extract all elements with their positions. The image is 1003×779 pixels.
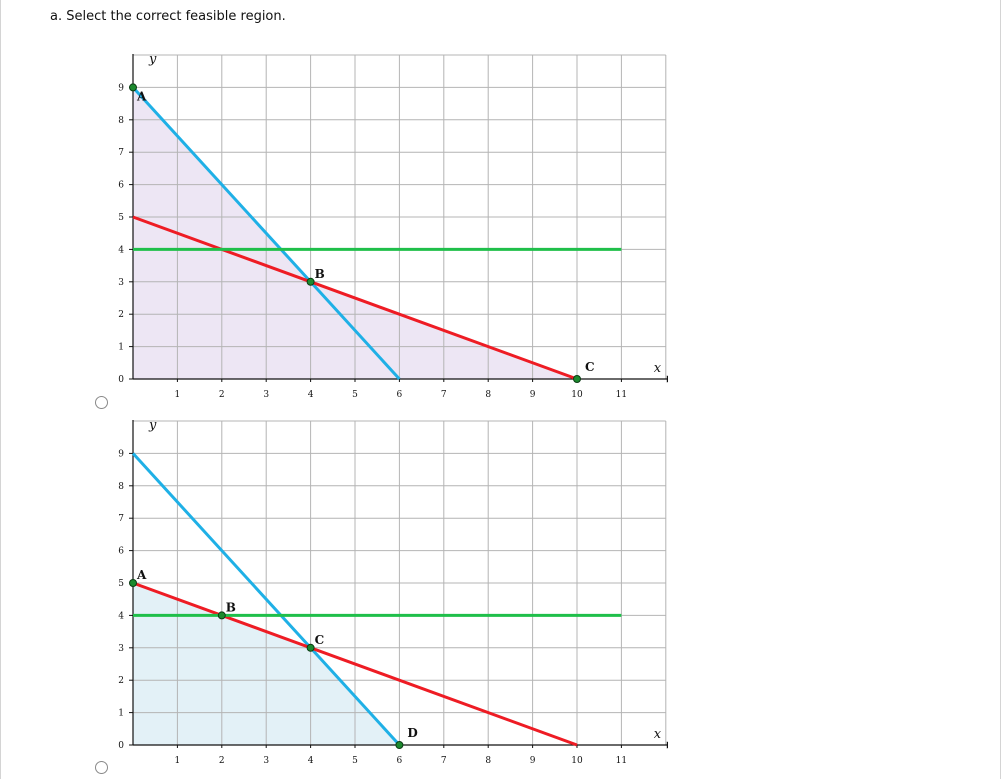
x-tick-label: 1 [175, 390, 181, 400]
y-tick-label: 3 [118, 644, 124, 654]
y-axis-label: y [148, 420, 157, 433]
y-tick-label: 4 [118, 611, 124, 621]
graph-option-2: 1 2 3 4 5 6 7 8 9 10 11 0 1 2 3 4 5 6 7 8 9 y x A B C D [108, 420, 668, 775]
blue-constraint-line [131, 86, 401, 381]
point-label-c: C [315, 633, 325, 647]
x-tick-label: 7 [441, 390, 447, 400]
x-tick-label: 8 [485, 390, 491, 400]
y-tick-label: 6 [118, 547, 124, 557]
x-tick-label: 7 [441, 756, 447, 766]
y-tick-label: 3 [118, 278, 124, 288]
x-tick-label: 11 [616, 390, 627, 400]
y-tick-label: 8 [118, 482, 124, 492]
y-tick-label: 0 [118, 375, 124, 385]
x-tick-label: 4 [308, 756, 314, 766]
x-tick-label: 1 [175, 756, 181, 766]
y-tick-label: 9 [118, 449, 124, 459]
radio-option-1[interactable] [95, 396, 108, 409]
x-tick-label: 6 [397, 756, 403, 766]
y-tick-label: 9 [118, 83, 124, 93]
point-label-b: B [226, 600, 236, 614]
x-tick-label: 3 [263, 390, 269, 400]
x-tick-label: 9 [530, 756, 536, 766]
x-tick-label: 2 [219, 756, 225, 766]
shaded-region-1 [133, 87, 577, 380]
point-label-d: D [407, 726, 417, 740]
red-constraint-line [132, 581, 578, 747]
y-tick-label: 6 [118, 181, 124, 191]
y-tick-label: 1 [118, 343, 124, 353]
y-tick-label: 1 [118, 709, 124, 719]
corner-point-d [395, 741, 404, 749]
corner-point-c [573, 375, 581, 383]
feasible-region-chart-1: 1 2 3 4 5 6 7 8 9 10 11 0 1 2 3 4 5 6 7 8 9 y x A B C [118, 54, 668, 400]
graph-option-1: 1 2 3 4 5 6 7 8 9 10 11 0 1 2 3 4 5 6 7 8 9 y x A B C [108, 54, 668, 409]
corner-point-c [306, 643, 315, 652]
corner-point-b [306, 277, 315, 286]
y-axis-label: y [148, 54, 157, 67]
blue-constraint-line [131, 452, 401, 747]
x-tick-label: 5 [352, 756, 358, 766]
x-axis-arrow [666, 375, 668, 383]
x-axis-label: x [654, 727, 662, 742]
x-tick-label: 8 [485, 756, 491, 766]
corner-point-a [129, 83, 137, 92]
point-label-a: A [136, 568, 147, 582]
point-label-c: C [585, 360, 595, 374]
y-tick-label: 5 [118, 213, 124, 223]
y-tick-label: 2 [118, 310, 124, 320]
x-tick-label: 10 [571, 390, 583, 400]
corner-point-b [217, 611, 226, 620]
y-tick-label: 7 [118, 514, 124, 524]
y-tick-label: 4 [118, 245, 124, 255]
y-tick-label: 2 [118, 676, 124, 686]
y-tick-label: 8 [118, 116, 124, 126]
red-constraint-line [132, 215, 578, 381]
x-tick-label: 9 [530, 390, 536, 400]
x-tick-label: 3 [263, 756, 269, 766]
x-tick-label: 6 [397, 390, 403, 400]
x-tick-label: 11 [616, 756, 627, 766]
y-tick-label: 5 [118, 579, 124, 589]
feasible-region-chart-2: 1 2 3 4 5 6 7 8 9 10 11 0 1 2 3 4 5 6 7 8 9 y x A B C D [118, 420, 668, 766]
point-label-a: A [136, 89, 147, 103]
y-tick-label: 7 [118, 148, 124, 158]
x-tick-label: 4 [308, 390, 314, 400]
point-label-b: B [315, 267, 325, 281]
x-tick-label: 2 [219, 390, 225, 400]
radio-option-2[interactable] [95, 761, 108, 774]
x-tick-label: 5 [352, 390, 358, 400]
question-text: a. Select the correct feasible region. [50, 9, 286, 24]
x-tick-label: 10 [571, 756, 583, 766]
x-axis-arrow [666, 741, 668, 749]
y-tick-label: 0 [118, 741, 124, 751]
x-axis-label: x [654, 361, 662, 376]
corner-point-a [129, 579, 137, 587]
